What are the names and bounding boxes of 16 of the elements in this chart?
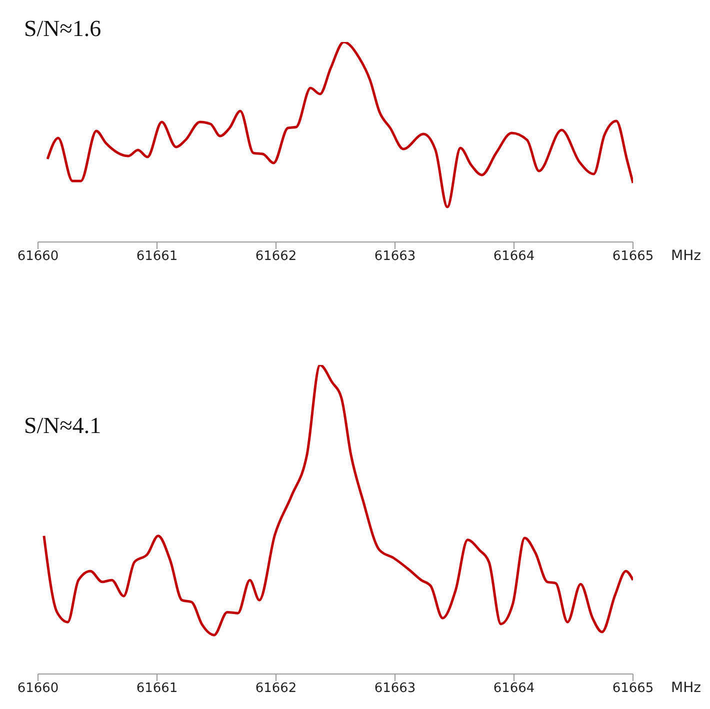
annotation: S/N≈4.1 <box>24 413 102 439</box>
x-tick-label: 61662 <box>255 681 297 696</box>
x-tick-label: 61662 <box>255 249 297 264</box>
x-axis-title: MHz <box>671 680 701 696</box>
x-tick-label: 61661 <box>136 249 178 264</box>
x-tick-label: 61660 <box>17 249 59 264</box>
x-tick-label: 61660 <box>17 681 59 696</box>
x-tick-label: 61663 <box>374 681 416 696</box>
x-axis-title: MHz <box>671 248 701 264</box>
x-tick-label: 61665 <box>612 681 654 696</box>
text: S/N≈1.6 <box>24 16 102 42</box>
x-tick-label: 61664 <box>493 249 535 264</box>
x-tick-label: 61665 <box>612 249 654 264</box>
x-tick-label: 61663 <box>374 249 416 264</box>
x-tick-label: 61661 <box>136 681 178 696</box>
x-tick-label: 61664 <box>493 681 535 696</box>
